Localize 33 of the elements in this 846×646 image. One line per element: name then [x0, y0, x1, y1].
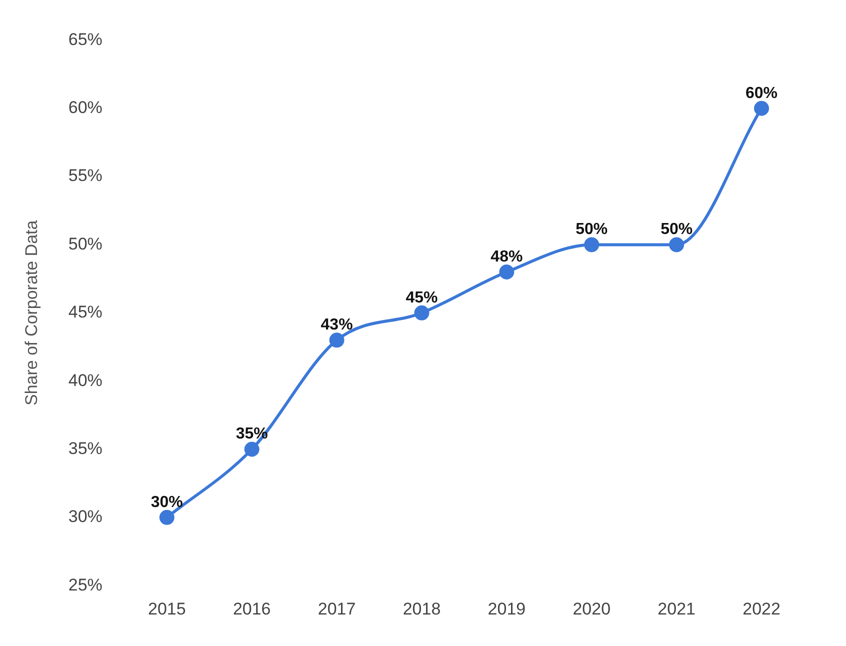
- point: [754, 100, 770, 116]
- x-tick-label: 2016: [232, 599, 271, 618]
- point: [414, 305, 430, 320]
- y-tick-label: 60%: [68, 98, 102, 118]
- y-tick-label: 35%: [68, 438, 102, 458]
- x-tick-label: 2021: [658, 599, 696, 618]
- x-tick-label: 2022: [742, 599, 780, 618]
- x-tick-label: 2017: [318, 599, 356, 618]
- y-tick-label: 30%: [68, 507, 102, 526]
- y-tick-label: 40%: [68, 370, 102, 390]
- data-label: 60%: [746, 84, 778, 102]
- y-tick-label: 45%: [68, 302, 102, 322]
- data-label: 30%: [150, 494, 183, 511]
- y-tick-label: 50%: [68, 234, 102, 254]
- point: [669, 237, 684, 252]
- x-tick-label: 2018: [402, 599, 441, 618]
- point: [584, 237, 600, 252]
- point: [159, 510, 174, 525]
- x-tick-label: 2019: [488, 599, 526, 618]
- x-tick-label: 2020: [572, 599, 611, 618]
- y-axis-title: Share of Corporate Data: [22, 220, 41, 406]
- data-label: 43%: [320, 316, 353, 334]
- data-label: 48%: [490, 248, 523, 266]
- data-label: 50%: [660, 221, 693, 238]
- point: [244, 442, 260, 457]
- y-tick-label: 55%: [68, 166, 102, 186]
- y-tick-label: 65%: [68, 30, 102, 49]
- point: [329, 332, 344, 348]
- data-label: 45%: [406, 289, 438, 306]
- y-tick-label: 25%: [68, 575, 102, 594]
- x-tick-label: 2015: [148, 599, 186, 618]
- data-label: 50%: [576, 221, 608, 238]
- point: [499, 264, 514, 280]
